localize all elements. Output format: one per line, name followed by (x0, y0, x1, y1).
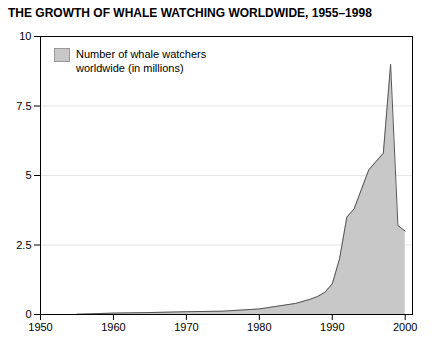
svg-text:10: 10 (19, 30, 31, 42)
svg-text:2.5: 2.5 (16, 239, 31, 251)
svg-text:5: 5 (25, 169, 31, 181)
svg-text:1970: 1970 (174, 321, 198, 333)
html-text:THE GROWTH OF WHALE WATCHING W: THE GROWTH OF WHALE WATCHING WORLDWIDE, … (8, 6, 372, 20)
svg-text:1990: 1990 (320, 321, 344, 333)
svg-text:1960: 1960 (101, 321, 125, 333)
svg-text:2000: 2000 (393, 321, 417, 333)
svg-text:1980: 1980 (247, 321, 271, 333)
svg-text:7.5: 7.5 (16, 100, 31, 112)
html-text:Number of whale watchers world: Number of whale watchers worldwide (in m… (76, 48, 207, 74)
svg-text:1950: 1950 (28, 321, 52, 333)
svg-text:0: 0 (25, 308, 31, 320)
